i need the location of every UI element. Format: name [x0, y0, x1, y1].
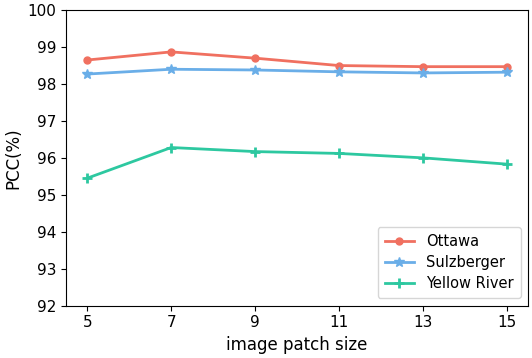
- Yellow River: [252, 149, 259, 154]
- Ottawa: [84, 58, 90, 62]
- Legend: Ottawa, Sulzberger, Yellow River: Ottawa, Sulzberger, Yellow River: [378, 227, 520, 298]
- Yellow River: [336, 151, 342, 156]
- Sulzberger: [504, 70, 510, 74]
- Line: Yellow River: Yellow River: [82, 142, 512, 183]
- Sulzberger: [336, 70, 342, 74]
- Yellow River: [168, 145, 174, 150]
- Ottawa: [504, 64, 510, 69]
- Yellow River: [84, 176, 90, 180]
- Sulzberger: [168, 67, 174, 71]
- Sulzberger: [420, 71, 426, 75]
- Ottawa: [168, 50, 174, 54]
- Line: Ottawa: Ottawa: [84, 48, 510, 70]
- Ottawa: [252, 56, 259, 60]
- Sulzberger: [84, 72, 90, 76]
- Ottawa: [420, 64, 426, 69]
- Line: Sulzberger: Sulzberger: [82, 64, 512, 79]
- Sulzberger: [252, 68, 259, 72]
- X-axis label: image patch size: image patch size: [227, 336, 368, 354]
- Yellow River: [504, 162, 510, 166]
- Ottawa: [336, 63, 342, 68]
- Y-axis label: PCC(%): PCC(%): [4, 127, 22, 189]
- Yellow River: [420, 156, 426, 160]
